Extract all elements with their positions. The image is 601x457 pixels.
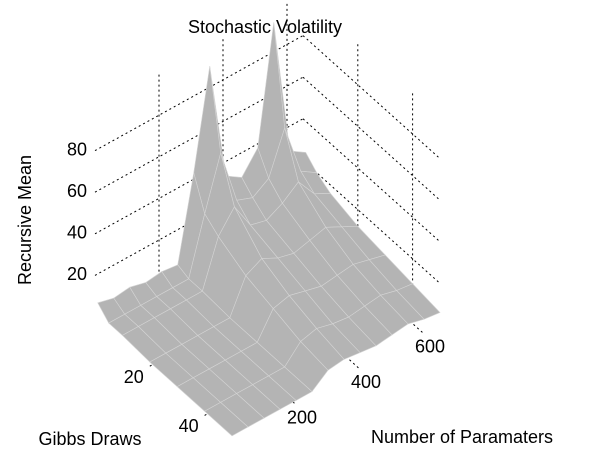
z-tick-label: 60 xyxy=(67,181,87,201)
y-tick-label: 40 xyxy=(179,416,199,436)
z-tick-label: 80 xyxy=(67,139,87,159)
surface-patch xyxy=(204,402,249,437)
grid-line xyxy=(302,160,441,284)
x-tick-label: 400 xyxy=(351,372,381,392)
z-tick-label: 40 xyxy=(67,223,87,243)
grid-line xyxy=(302,76,441,201)
x-tick-label: 200 xyxy=(287,407,317,427)
z-tick-label: 20 xyxy=(67,264,87,284)
chart-title: Stochastic Volatility xyxy=(188,17,342,37)
grid-line xyxy=(302,118,441,243)
z-axis-label: Recursive Mean xyxy=(15,155,35,285)
y-axis-label: Gibbs Draws xyxy=(38,429,141,449)
x-axis-label: Number of Paramaters xyxy=(371,427,553,447)
x-tick-label: 600 xyxy=(415,337,445,357)
grid-line xyxy=(302,35,441,159)
y-tick-label: 20 xyxy=(124,367,144,387)
